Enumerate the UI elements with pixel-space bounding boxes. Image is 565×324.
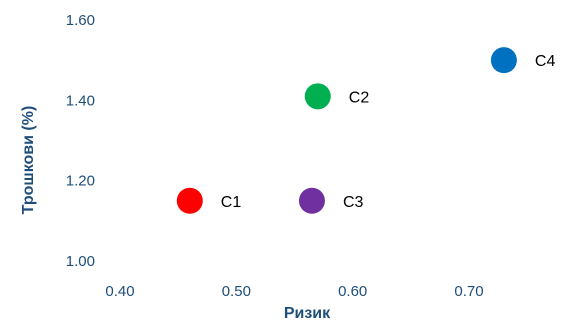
x-tick-label: 0.70 (454, 283, 483, 300)
data-label-c4: C4 (535, 53, 556, 70)
y-tick-label: 1.00 (66, 253, 95, 270)
x-tick-label: 0.50 (222, 283, 251, 300)
data-label-c3: C3 (343, 194, 364, 211)
x-axis-label: Ризик (284, 305, 331, 322)
data-label-c1: C1 (221, 194, 242, 211)
y-tick-label: 1.40 (66, 92, 95, 109)
data-label-c2: C2 (349, 89, 370, 106)
x-tick-label: 0.40 (105, 283, 134, 300)
data-points: C1 C2 C3 C4 (176, 47, 556, 214)
data-point-c3 (298, 187, 325, 214)
data-point-c4 (490, 47, 517, 74)
y-axis-ticks: 1.00 1.20 1.40 1.60 (66, 12, 95, 270)
y-tick-label: 1.20 (66, 173, 95, 190)
x-axis-ticks: 0.40 0.50 0.60 0.70 (105, 283, 483, 300)
y-tick-label: 1.60 (66, 12, 95, 29)
data-point-c2 (304, 83, 331, 110)
y-axis-label: Трошкови (%) (20, 106, 37, 215)
data-point-c1 (176, 187, 203, 214)
x-tick-label: 0.60 (338, 283, 367, 300)
